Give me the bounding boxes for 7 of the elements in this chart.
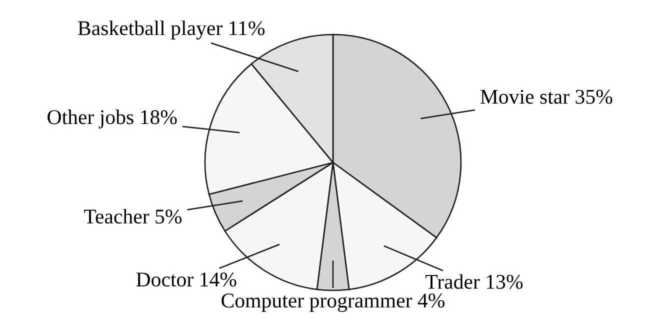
slice-label: Doctor 14% [136, 272, 236, 287]
slice-label: Other jobs 18% [48, 110, 177, 128]
slice-label: Teacher 5% [84, 208, 182, 224]
slice-label: Trader 13% [426, 274, 523, 289]
slice-label: Basketball player 11% [78, 20, 265, 40]
slice-label: Computer programmer 4% [222, 294, 445, 312]
slice-label: Movie star 35% [480, 90, 612, 104]
